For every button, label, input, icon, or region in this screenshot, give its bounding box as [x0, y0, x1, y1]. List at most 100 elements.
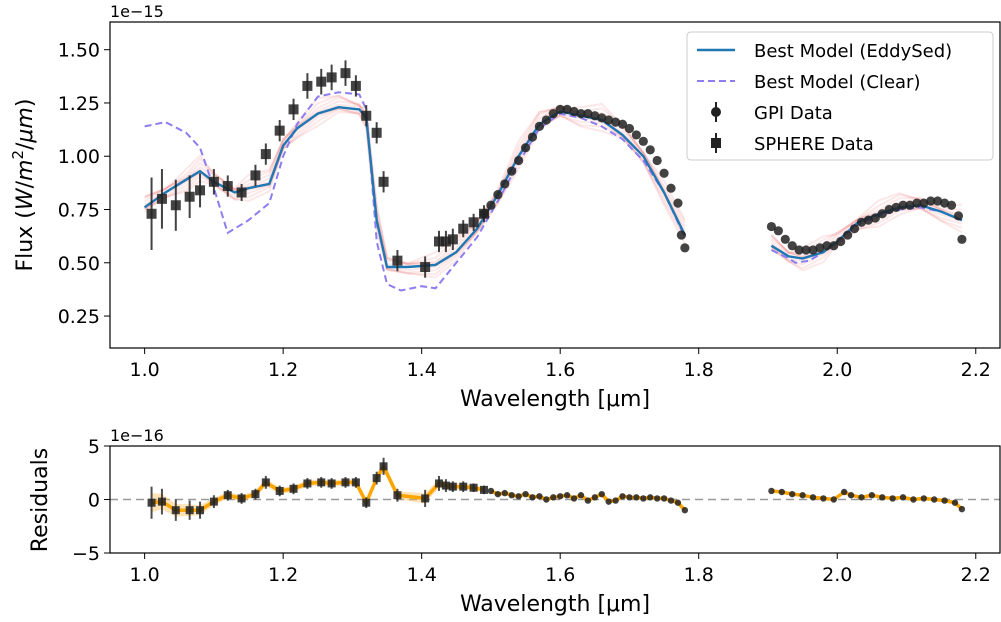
sphere-data-point: [420, 262, 431, 273]
top-ytick-label: 1.00: [58, 146, 100, 168]
top-xtick-label: 2.0: [822, 359, 852, 381]
sphere-residual-point: [393, 491, 402, 500]
sphere-residual-point: [372, 474, 381, 483]
top-xtick-label: 1.2: [268, 359, 298, 381]
gpi-residual-point: [868, 492, 876, 499]
top-x-axis-label: Wavelength [μm]: [460, 387, 650, 412]
gpi-data-point: [493, 189, 503, 200]
legend-label: SPHERE Data: [754, 134, 874, 155]
gpi-residual-point: [536, 493, 543, 500]
y-axis-label-part: /: [13, 142, 38, 150]
gpi-data-point: [773, 226, 783, 236]
gpi-data-point: [884, 204, 894, 215]
sphere-data-point: [146, 208, 157, 219]
sphere-data-point: [184, 191, 195, 202]
sphere-residual-point: [434, 479, 443, 488]
gpi-data-point: [676, 230, 687, 240]
sphere-data-point: [433, 236, 444, 247]
bottom-xtick-label: 1.2: [268, 564, 298, 586]
sphere-data-point: [274, 125, 285, 136]
sphere-residual-point: [459, 482, 468, 491]
top-axes-frame: [109, 21, 1001, 349]
sphere-residual-point: [441, 481, 450, 490]
sphere-residual-point: [448, 482, 457, 491]
gpi-data-point: [652, 155, 662, 166]
gpi-data-point: [527, 132, 538, 142]
gpi-residual-point: [556, 493, 564, 500]
gpi-residual-point: [809, 494, 817, 501]
y-axis-label-part: Flux (: [13, 210, 38, 271]
gpi-data-point: [829, 241, 839, 251]
top-xtick-label: 2.2: [961, 359, 991, 381]
sphere-data-point: [316, 76, 327, 87]
gpi-residual-point: [681, 507, 689, 514]
gpi-data-point: [822, 241, 832, 251]
gpi-residual-point: [768, 487, 775, 495]
legend-label: Best Model (Clear): [754, 72, 920, 93]
gpi-data-point: [919, 198, 929, 208]
sphere-residual-point: [351, 478, 360, 487]
bottom-ytick-label: 0: [88, 490, 100, 512]
gpi-residual-point: [858, 494, 865, 501]
gpi-data-point: [787, 241, 797, 251]
sphere-residual-point: [171, 506, 180, 515]
gpi-residual-point: [584, 497, 592, 504]
top-ytick-label: 0.25: [58, 306, 100, 328]
gpi-residual-point: [847, 492, 855, 499]
sphere-data-point: [468, 217, 479, 228]
sphere-residual-point: [196, 506, 205, 515]
gpi-data-point: [548, 109, 558, 119]
sphere-data-point: [326, 72, 337, 83]
legend-label: GPI Data: [754, 103, 833, 124]
gpi-data-point: [507, 166, 517, 176]
top-ytick-label: 0.75: [58, 200, 100, 222]
gpi-residual-point: [951, 499, 959, 506]
bottom-offset-text: 1e−16: [110, 426, 164, 445]
gpi-data-point: [624, 123, 635, 134]
gpi-data-point: [794, 245, 804, 255]
gpi-data-point: [898, 200, 908, 210]
gpi-data-point: [905, 200, 915, 210]
gpi-data-point: [870, 213, 880, 223]
top-xtick-label: 1.0: [130, 359, 160, 381]
residuals-panel: 1.0 1.2 1.4 1.6 1.8 2.0 2.2 −5 0 5 Wavelength [μm]…: [28, 426, 1001, 617]
gpi-data-point: [957, 234, 967, 244]
sphere-data-point: [350, 80, 361, 91]
gpi-data-point: [500, 179, 510, 189]
gpi-data-point: [583, 109, 593, 119]
gpi-data-point: [520, 143, 531, 153]
gpi-residual-point: [501, 489, 508, 497]
gpi-residual-point: [653, 495, 661, 502]
gpi-data-point: [815, 243, 825, 253]
y-axis-label-part: 2: [9, 150, 27, 160]
sphere-data-point: [340, 68, 351, 79]
bottom-ytick-label: −5: [72, 543, 100, 565]
legend-handle-sphere-marker: [711, 138, 721, 148]
gpi-residual-point: [667, 497, 675, 504]
flux-panel: 1.0 1.2 1.4 1.6 1.8 2.0 2.2 0.25 0.50 0.75 1.00 1.2…: [9, 2, 1001, 412]
gpi-residual-point: [660, 495, 668, 502]
sphere-residual-point: [157, 497, 166, 506]
sphere-data-point: [378, 176, 389, 187]
gpi-data-point: [645, 145, 655, 155]
gpi-data-point: [891, 202, 901, 212]
gpi-data-point: [849, 224, 860, 234]
y-axis-label-part: /: [13, 180, 38, 188]
gpi-residual-point: [647, 494, 654, 501]
gpi-data-point: [939, 198, 950, 208]
gpi-residual-point: [820, 495, 827, 502]
gpi-residual-point: [910, 496, 917, 503]
top-xtick-label: 1.6: [545, 359, 575, 381]
gpi-residual-point: [799, 492, 806, 499]
sphere-data-point: [236, 187, 247, 198]
gpi-data-point: [953, 211, 964, 221]
gpi-data-point: [631, 130, 641, 140]
gpi-data-point: [912, 198, 922, 208]
gpi-data-point: [836, 236, 846, 247]
gpi-residual-point: [529, 494, 536, 501]
bottom-x-axis-label: Wavelength [μm]: [460, 592, 650, 617]
gpi-residual-point: [879, 494, 886, 501]
gpi-residual-point: [591, 494, 599, 501]
sphere-data-point: [250, 170, 261, 181]
sphere-residual-point: [317, 478, 326, 487]
